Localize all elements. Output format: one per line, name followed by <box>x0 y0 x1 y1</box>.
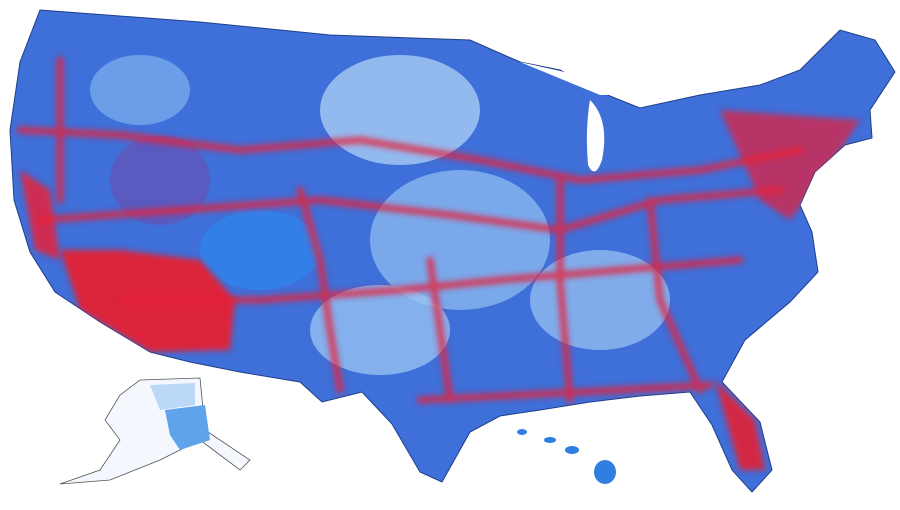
red-region <box>20 170 60 260</box>
mainland <box>9 9 896 493</box>
island <box>594 460 616 484</box>
lake-superior <box>520 62 640 95</box>
corridor <box>416 381 714 404</box>
island <box>544 437 556 443</box>
light-region <box>90 55 190 125</box>
mid-region <box>200 210 320 290</box>
island <box>517 429 527 435</box>
alaska-region <box>150 383 195 410</box>
county-shading <box>16 55 860 470</box>
corridor <box>646 196 704 394</box>
alaska-land <box>59 377 251 485</box>
alaska <box>59 377 251 485</box>
island <box>565 446 579 454</box>
purple-region <box>110 135 210 225</box>
corridor <box>36 186 784 234</box>
corridors <box>16 56 804 404</box>
corridor <box>296 186 344 394</box>
corridor <box>16 126 804 184</box>
light-region <box>310 285 450 375</box>
hawaii <box>517 429 616 484</box>
corridor <box>426 256 454 404</box>
red-region <box>715 380 765 470</box>
corridor <box>556 176 574 404</box>
red-region <box>720 110 860 220</box>
lake-michigan <box>586 100 605 172</box>
alaska-region <box>165 405 210 450</box>
light-region <box>370 170 550 310</box>
corridor <box>116 256 744 304</box>
